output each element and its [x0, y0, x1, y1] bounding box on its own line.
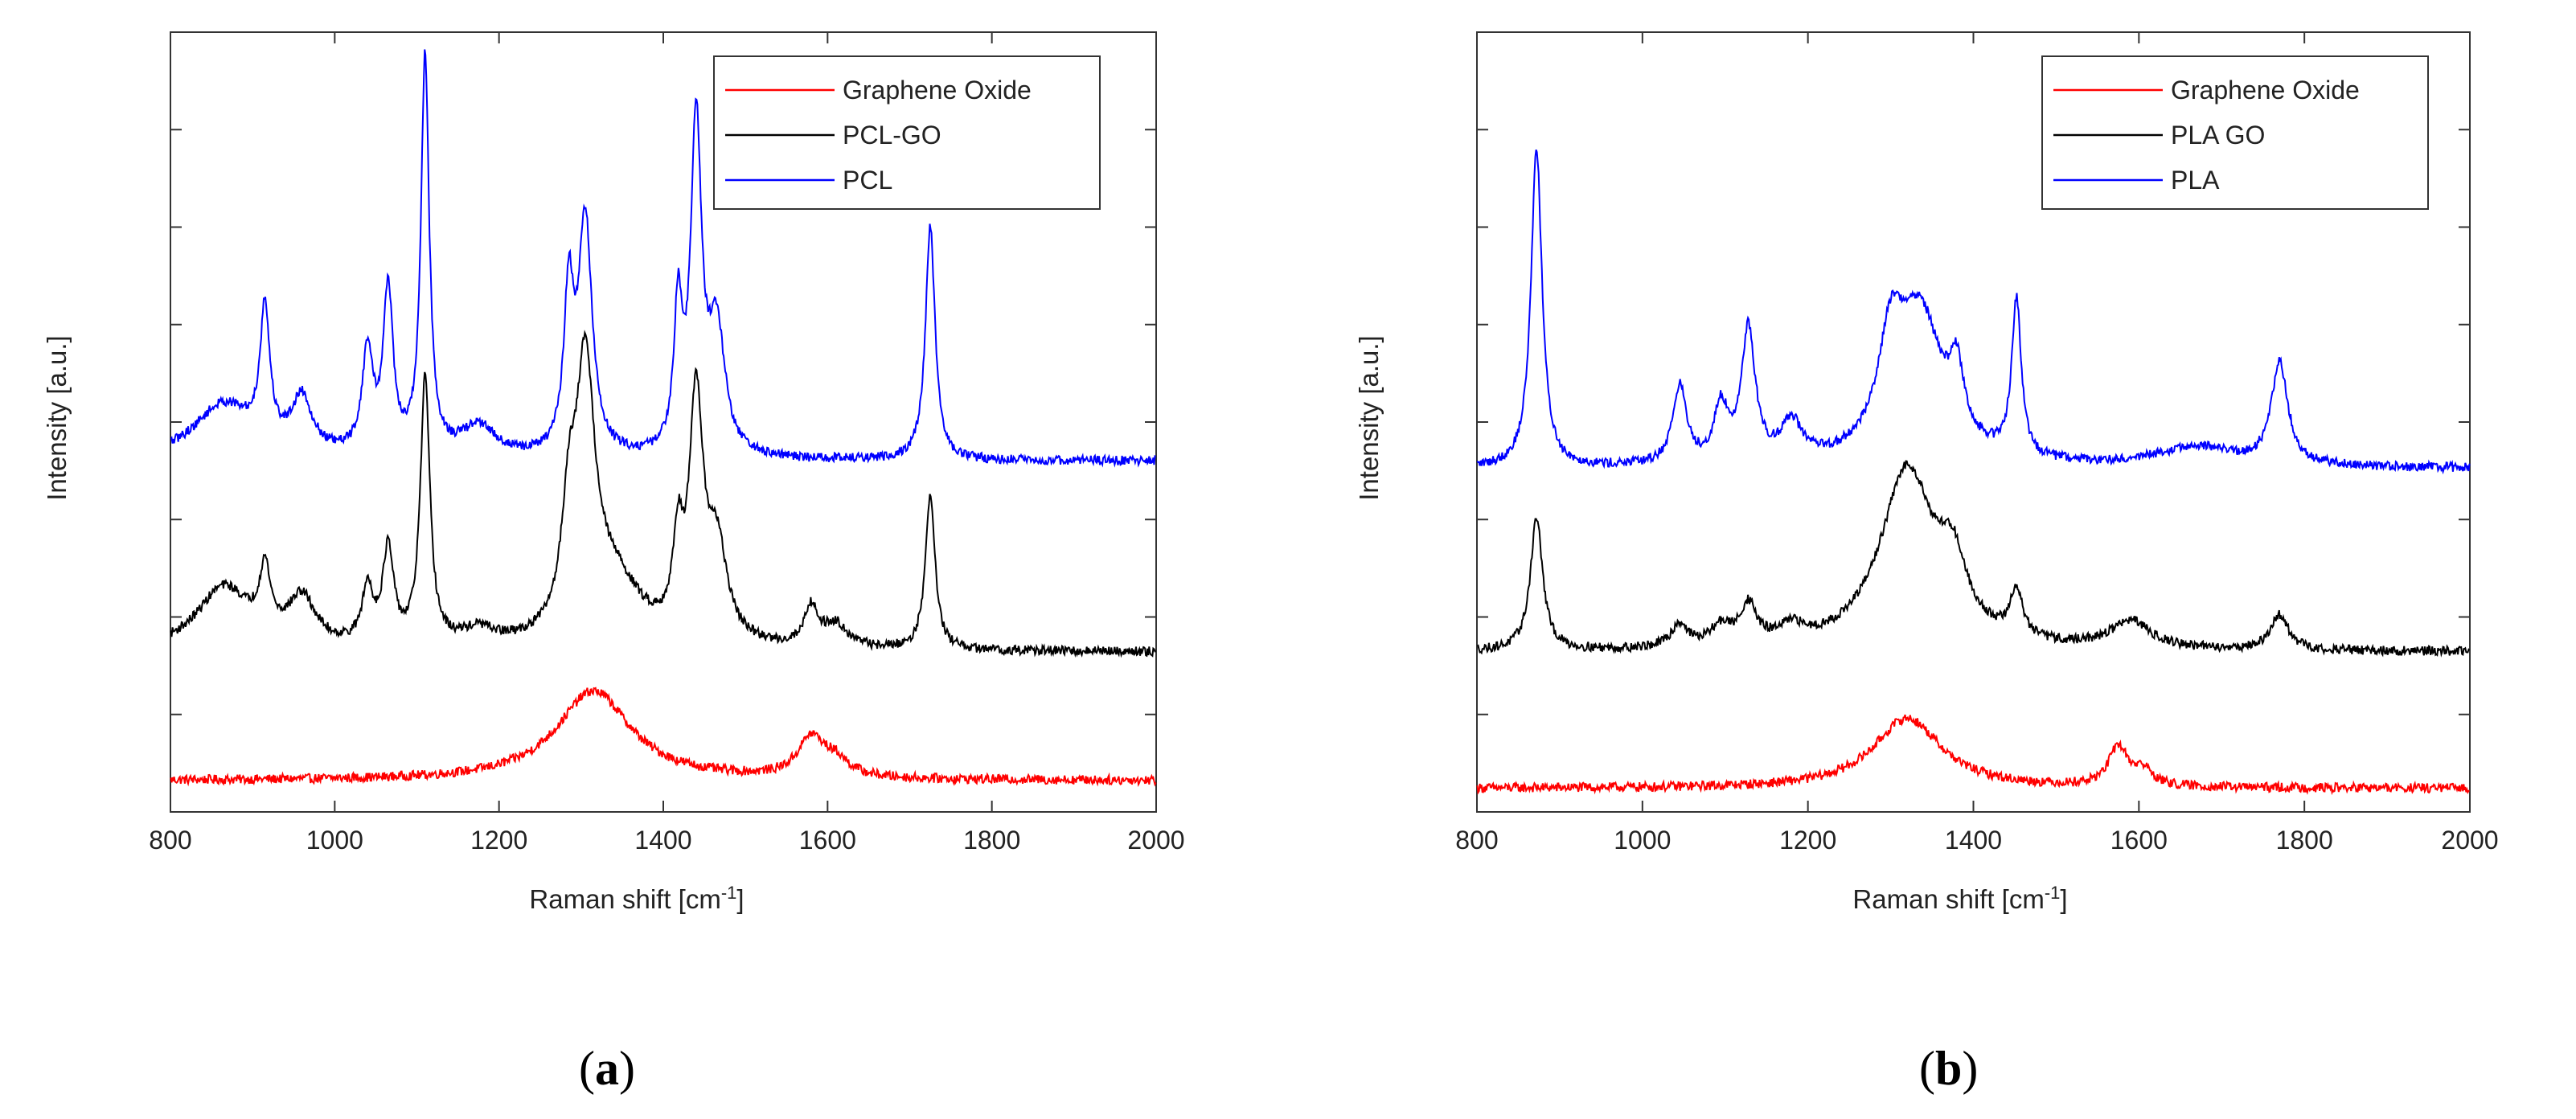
x-tick-label: 1400	[634, 826, 691, 855]
x-tick-label: 1600	[799, 826, 856, 855]
x-tick-label: 1200	[470, 826, 527, 855]
panel-caption: (b)	[1919, 1042, 1979, 1095]
x-tick-label: 1800	[2276, 826, 2333, 855]
series-line-pla-go	[1476, 460, 2471, 658]
series-line-graphene-oxide	[1476, 714, 2470, 796]
legend-label: Graphene Oxide	[843, 76, 1032, 105]
panel-a: 800 1000 1200 1400 1600 1800 2000 Graphene Oxid…	[42, 31, 1185, 1095]
legend-label: PCL-GO	[843, 121, 941, 150]
legend-label: PLA	[2171, 166, 2220, 195]
panel-caption: (a)	[579, 1042, 635, 1095]
x-axis-label: Raman shift [cm-1]	[529, 883, 744, 914]
chart-a: 800 1000 1200 1400 1600 1800 2000 Graphene Oxid…	[149, 31, 1185, 855]
series-line-pcl-go	[170, 330, 1157, 658]
x-tick-label: 1800	[963, 826, 1020, 855]
legend-label: PCL	[843, 166, 892, 195]
series-line-pcl	[170, 49, 1157, 468]
series-line-graphene-oxide	[170, 687, 1157, 787]
x-tick-label: 1600	[2110, 826, 2168, 855]
chart-b: 800 1000 1200 1400 1600 1800 2000 Graphene Oxid…	[1455, 31, 2499, 855]
legend-label: Graphene Oxide	[2171, 76, 2360, 105]
y-axis-label: Intensity [a.u.]	[1354, 335, 1384, 501]
x-tick-label: 2000	[2441, 826, 2498, 855]
x-tick-label: 1400	[1945, 826, 2002, 855]
legend-box	[713, 55, 1101, 210]
legend-label: PLA GO	[2171, 121, 2265, 150]
x-tick-label: 1200	[1779, 826, 1836, 855]
x-axis-label: Raman shift [cm-1]	[1852, 883, 2068, 914]
series-line-pla	[1476, 149, 2471, 475]
x-tick-label: 800	[1455, 826, 1498, 855]
legend-box	[2041, 55, 2429, 210]
x-tick-label: 800	[149, 826, 191, 855]
x-tick-label: 2000	[1127, 826, 1184, 855]
x-tick-label: 1000	[306, 826, 363, 855]
panel-b: 800 1000 1200 1400 1600 1800 2000 Graphene Oxid…	[1288, 0, 2576, 1119]
y-axis-label: Intensity [a.u.]	[42, 335, 72, 501]
x-tick-label: 1000	[1614, 826, 1671, 855]
